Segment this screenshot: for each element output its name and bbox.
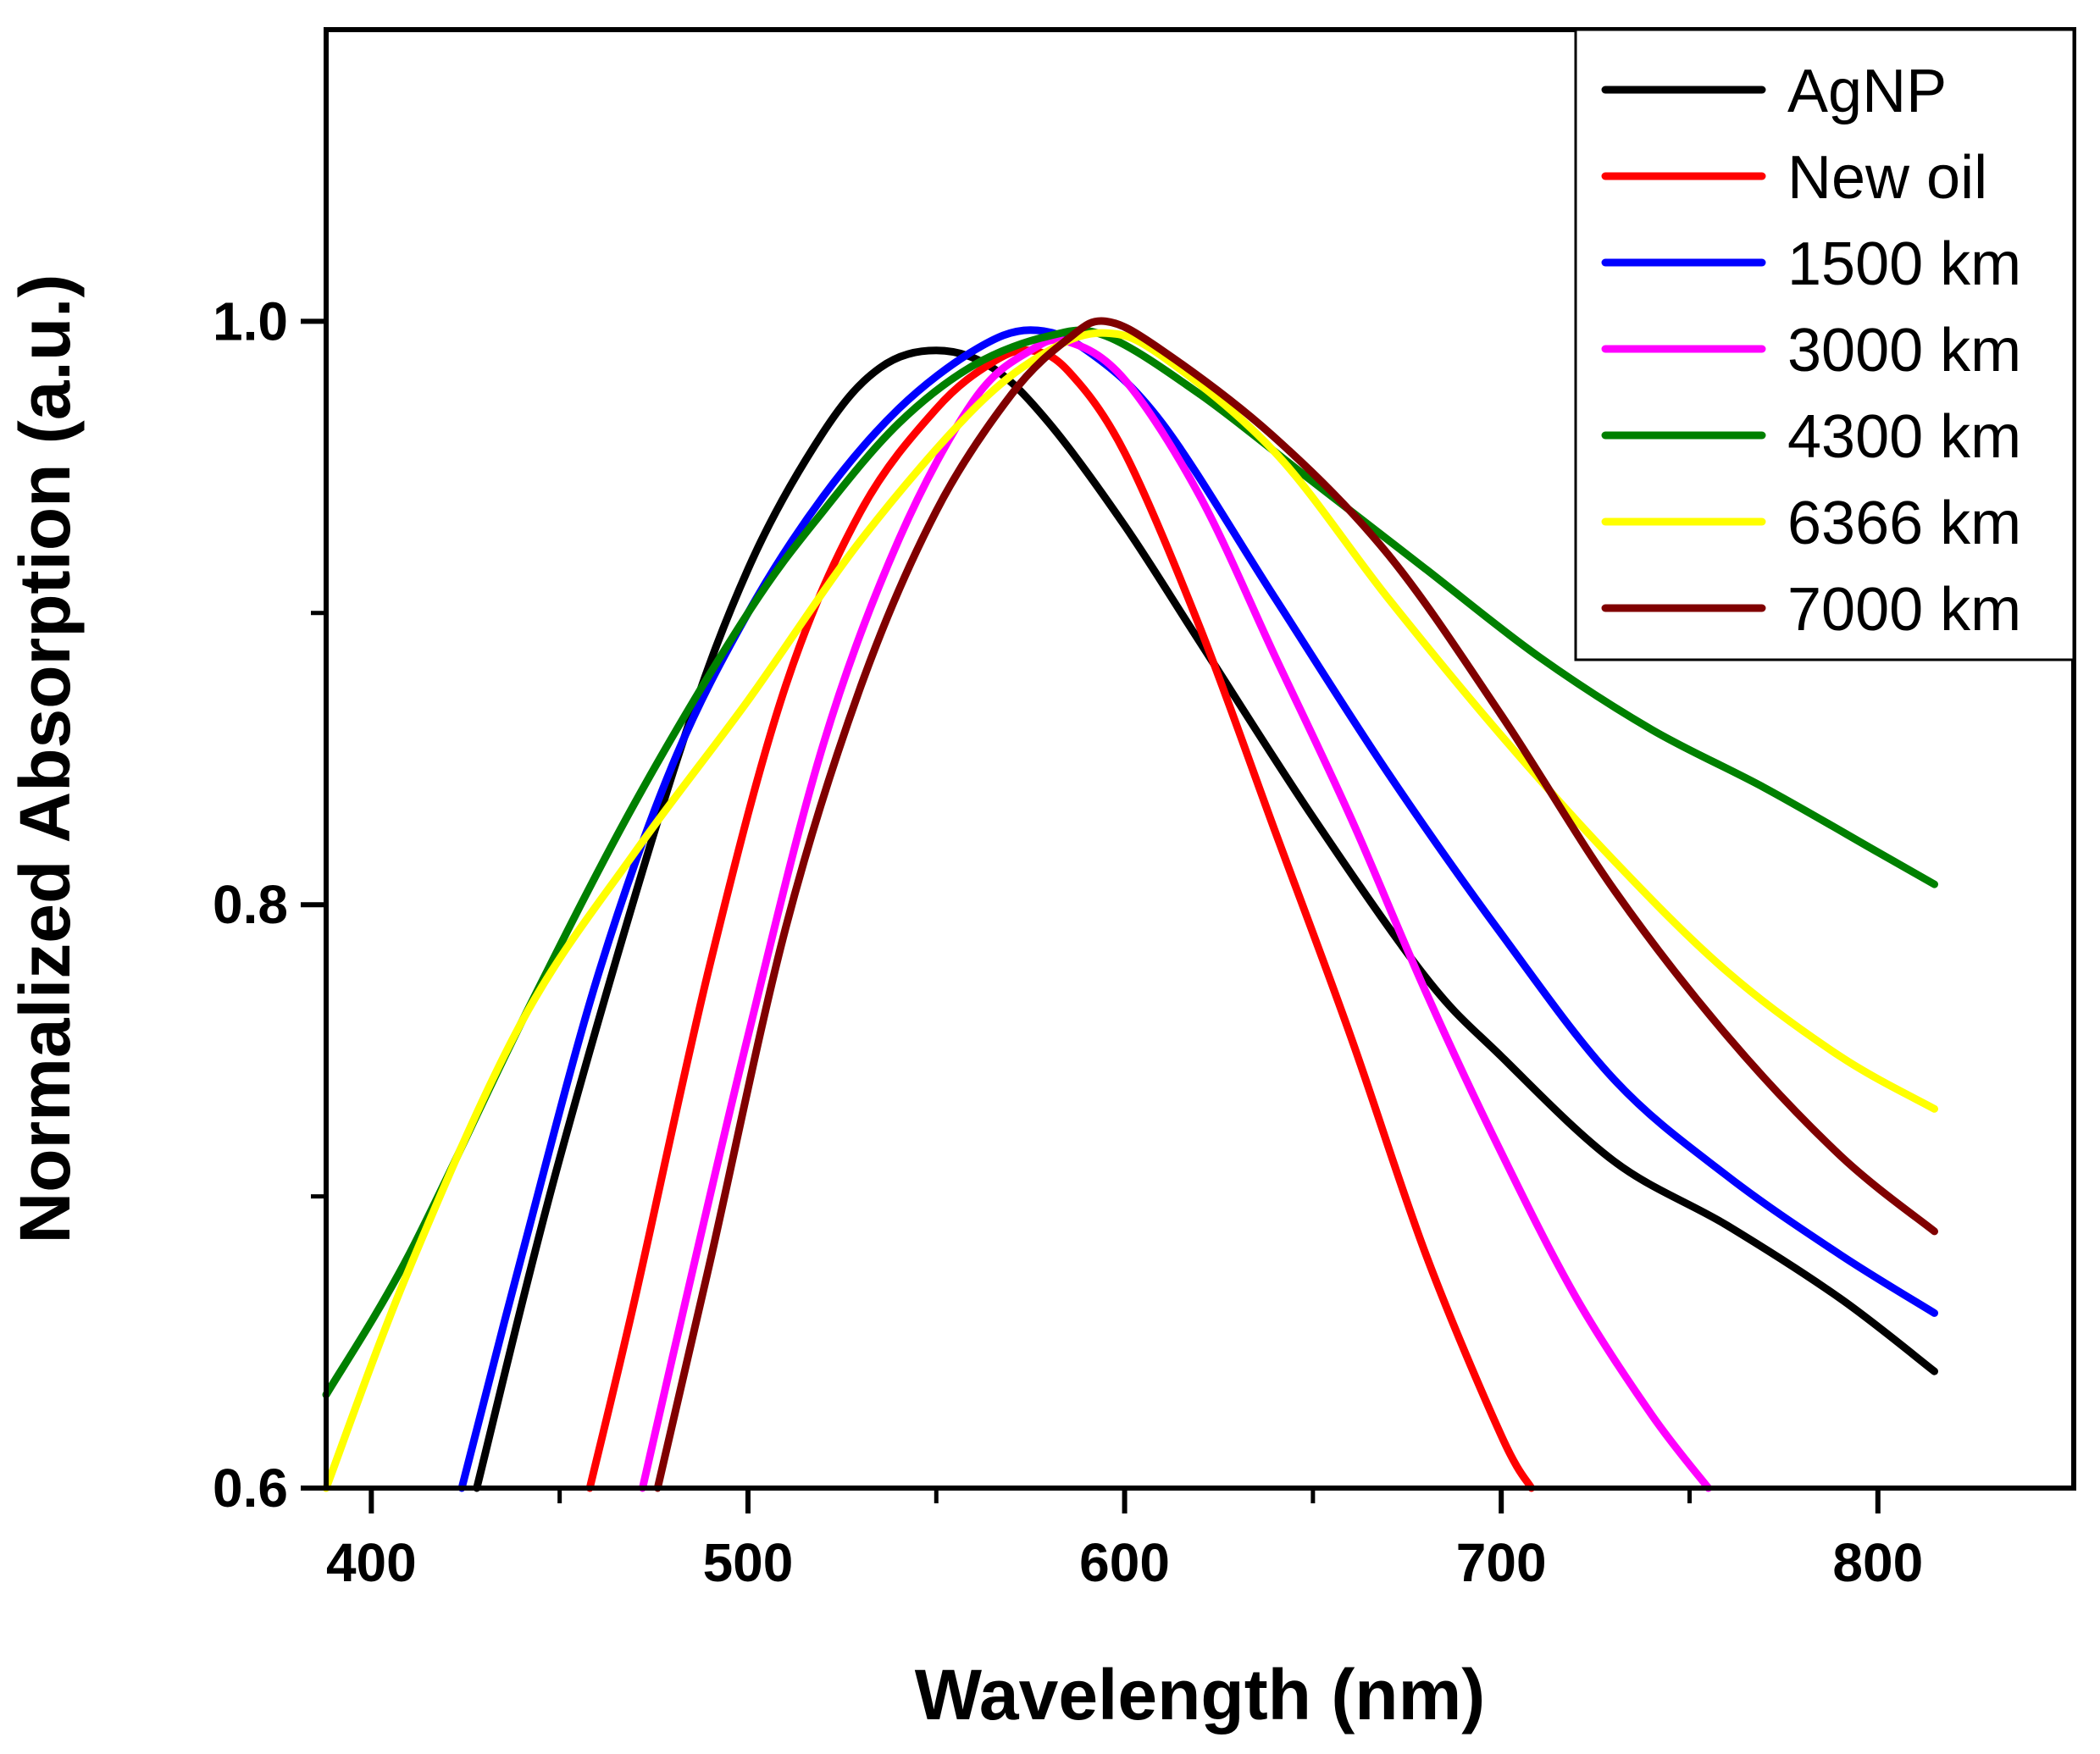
y-axis-title: Normalized Absorption (a.u.): [5, 274, 85, 1244]
series-line-agnp: [473, 346, 1938, 1492]
legend-label-1500-km: 1500 km: [1787, 230, 2021, 298]
x-axis-title: Wavelength (nm): [915, 1655, 1486, 1735]
x-tick-label: 700: [1456, 1532, 1547, 1593]
x-tick-label: 600: [1079, 1532, 1170, 1593]
x-tick-label: 500: [703, 1532, 794, 1593]
legend-label-3000-km: 3000 km: [1787, 317, 2021, 385]
series-line-4300-km: [322, 326, 1938, 1399]
legend-label-7000-km: 7000 km: [1787, 576, 2021, 644]
legend-label-4300-km: 4300 km: [1787, 403, 2021, 471]
series-line-3000-km: [639, 335, 1713, 1492]
y-tick-label: 1.0: [213, 290, 288, 351]
tick-labels-layer: 400 500 600 700 800 0.6 0.8 1.0: [213, 290, 1923, 1593]
series-line-7000-km: [653, 317, 1938, 1492]
x-tick-label: 800: [1832, 1532, 1923, 1593]
legend-label-agnp: AgNP: [1787, 58, 1947, 125]
y-tick-label: 0.6: [213, 1458, 288, 1519]
plot-frame: [324, 27, 2076, 1491]
x-tick-label: 400: [326, 1532, 417, 1593]
ticks-layer: [301, 318, 1881, 1513]
series-layer: [322, 317, 1938, 1492]
legend-box: [1574, 28, 2075, 661]
legend-label-new-oil: New oil: [1787, 144, 1987, 212]
series-line-6366-km: [322, 329, 1938, 1492]
y-tick-label: 0.8: [213, 874, 288, 935]
legend: AgNP New oil 1500 km 3000 km 4300 km 6366 km 7…: [1574, 28, 2075, 661]
legend-label-6366-km: 6366 km: [1787, 490, 2021, 557]
